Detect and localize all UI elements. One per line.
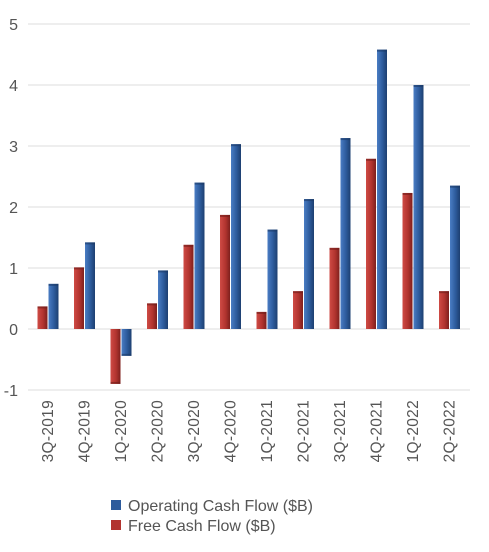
y-tick-label: 5 [9,17,18,34]
y-tick-label: 0 [9,322,18,339]
bar-operating-cash-flow [267,229,278,329]
bar-cap [340,138,351,141]
x-tick-label: 4Q-2019 [77,400,94,462]
bar-cap [158,270,168,273]
x-tick-label: 1Q-2020 [113,400,130,462]
bar-cap [413,85,424,87]
bar-cap [74,267,84,270]
bar-operating-cash-flow [304,199,314,329]
bar-free-cash-flow [74,267,84,329]
bar-free-cash-flow [147,303,157,329]
x-axis-ticks: 3Q-2019 4Q-2019 1Q-2020 2Q-2020 3Q-2020 4Q-20… [40,400,459,462]
legend-swatch [111,520,121,530]
x-tick-label: 1Q-2021 [259,400,276,462]
bar-free-cash-flow [439,291,449,329]
bar-cap [256,311,267,314]
bar-free-cash-flow [183,244,194,329]
bar-cap [267,229,278,232]
x-tick-label: 3Q-2019 [40,400,57,462]
bar-cap [402,192,413,195]
bar-cap [194,182,205,185]
bar-operating-cash-flow [158,270,168,329]
x-tick-label: 1Q-2022 [405,400,422,462]
bar-operating-cash-flow [377,49,387,330]
y-tick-label: 1 [9,261,18,278]
bar-cap [85,242,95,245]
x-tick-label: 2Q-2020 [150,400,167,462]
y-tick-label: 4 [9,78,18,95]
bar-cap [37,306,48,309]
x-tick-label: 2Q-2022 [442,400,459,462]
bar-free-cash-flow [402,192,413,329]
y-tick-label: 2 [9,200,18,217]
x-tick-label: 2Q-2021 [296,400,313,462]
bar-cap [110,381,121,384]
bar-cap [231,144,241,147]
bar-free-cash-flow [256,311,267,329]
bar-operating-cash-flow [121,329,132,356]
bar-free-cash-flow [110,329,121,384]
bar-free-cash-flow [329,247,340,329]
legend: Operating Cash Flow ($B) Free Cash Flow (… [111,498,313,535]
grid-lines [28,23,470,391]
bar-free-cash-flow [37,306,48,329]
x-tick-label: 4Q-2021 [369,400,386,462]
bar-operating-cash-flow [48,283,59,329]
y-tick-label: 3 [9,139,18,156]
bar-operating-cash-flow [194,182,205,329]
bar-free-cash-flow [220,214,230,329]
bar-operating-cash-flow [231,144,241,329]
bar-free-cash-flow [293,291,303,329]
bar-cap [293,291,303,294]
bar-operating-cash-flow [340,138,351,329]
legend-swatch [111,500,121,510]
bar-operating-cash-flow [413,85,424,329]
bar-cap [183,244,194,247]
bar-cap [48,283,59,286]
x-tick-label: 4Q-2020 [223,400,240,462]
bar-cap [220,214,230,217]
bar-cap [121,353,132,356]
legend-label: Operating Cash Flow ($B) [128,498,313,515]
x-tick-label: 3Q-2020 [186,400,203,462]
bar-cap [377,49,387,52]
y-tick-label: -1 [4,383,18,400]
bar-cap [366,158,376,161]
bar-cap [439,291,449,294]
bar-free-cash-flow [366,158,376,329]
bar-operating-cash-flow [450,185,460,329]
bar-cap [450,185,460,188]
y-axis-ticks: -1 0 1 2 3 4 5 [4,17,18,400]
legend-label: Free Cash Flow ($B) [128,518,276,535]
x-tick-label: 3Q-2021 [332,400,349,462]
bar-operating-cash-flow [85,242,95,329]
bars [37,49,460,384]
bar-cap [147,303,157,306]
bar-cap [329,247,340,250]
bar-cap [304,199,314,202]
